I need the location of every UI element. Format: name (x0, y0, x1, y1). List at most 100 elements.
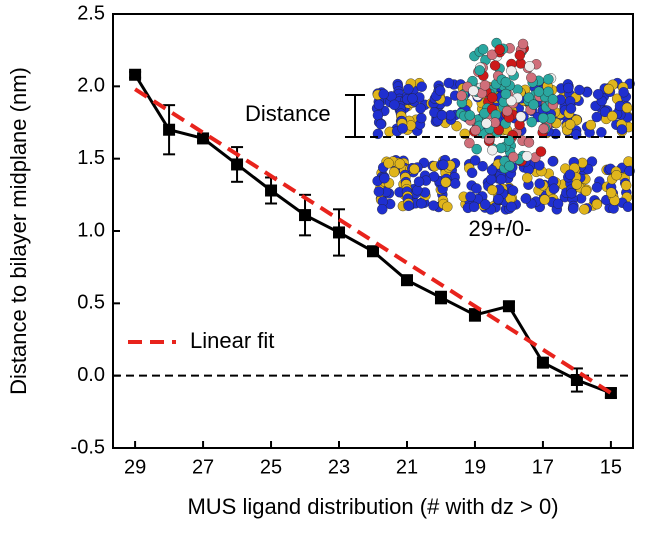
inset-label: 29+/0- (469, 216, 532, 241)
x-tick-label: 15 (600, 456, 622, 478)
inset-atom (495, 142, 507, 154)
inset-atom (596, 127, 607, 138)
data-point (502, 300, 515, 313)
inset-atom (440, 177, 451, 188)
inset-atom (524, 61, 535, 72)
legend-label: Linear fit (190, 328, 274, 353)
inset-atom (470, 155, 481, 166)
inset-atom (526, 116, 537, 128)
inset-atom (494, 44, 505, 55)
inset-atom (500, 76, 512, 88)
inset-atom (489, 60, 501, 71)
inset-atom (500, 88, 512, 100)
inset-atom (591, 182, 603, 193)
inset-atom (373, 186, 385, 197)
inset-atom (443, 77, 455, 89)
inset-atom (591, 111, 602, 123)
y-tick-label: 1.0 (77, 219, 105, 241)
inset-atom (616, 124, 628, 135)
data-point (468, 308, 481, 321)
inset-atom (471, 143, 482, 155)
y-tick-label: 2.0 (77, 75, 105, 97)
inset-atom (548, 183, 560, 194)
inset-atom (534, 178, 545, 189)
inset-atom (438, 159, 449, 170)
inset-atom (456, 90, 467, 101)
y-tick-label: -0.5 (71, 436, 105, 458)
inset-atom (574, 84, 585, 96)
inset-atom (506, 201, 517, 212)
inset-atom (515, 111, 527, 122)
inset-atom (537, 112, 549, 124)
inset-atom (506, 65, 517, 77)
inset-atom (504, 160, 515, 172)
inset-atom (621, 102, 633, 114)
inset-atom (487, 92, 498, 103)
inset-atom (483, 133, 495, 145)
inset-atom (486, 164, 498, 176)
inset-atom (507, 185, 519, 196)
inset-atom (471, 183, 482, 194)
inset-atom (592, 89, 604, 100)
inset-atom (564, 169, 576, 180)
inset-atom (481, 118, 492, 129)
inset-atom (528, 99, 539, 110)
data-point (231, 158, 244, 171)
data-point (367, 245, 379, 258)
inset-atom (428, 200, 439, 211)
inset-atom (413, 176, 425, 187)
x-tick-label: 25 (260, 456, 282, 478)
inset-atom (508, 151, 519, 163)
inset-image (371, 37, 635, 215)
inset-atom (373, 99, 385, 110)
y-axis-label: Distance to bilayer midplane (nm) (6, 67, 31, 395)
inset-atom (470, 124, 481, 136)
data-point (333, 226, 346, 239)
inset-atom (521, 151, 533, 162)
inset-atom (503, 135, 515, 146)
inset-atom (493, 193, 504, 205)
inset-atom (464, 110, 475, 121)
inset-atom (623, 156, 634, 167)
inset-label: Distance (245, 101, 331, 126)
inset-atom (465, 191, 476, 202)
inset-atom (579, 204, 590, 215)
inset-atom (407, 93, 418, 104)
inset-atom (477, 44, 489, 55)
y-tick-label: 1.5 (77, 147, 105, 169)
inset-atom (388, 166, 400, 178)
data-point (265, 184, 278, 197)
inset-atom (403, 83, 414, 95)
inset-atom (377, 204, 388, 215)
inset-atom (379, 173, 390, 184)
inset-atom (535, 146, 547, 157)
inset-atom (383, 158, 394, 169)
inset-atom (514, 49, 526, 61)
inset-atom (622, 201, 634, 212)
inset-atom (480, 199, 491, 210)
y-tick-label: 0.0 (77, 364, 105, 386)
inset-atom (533, 86, 545, 97)
inset-atom (415, 103, 426, 114)
inset-atom (580, 185, 592, 197)
inset-atom (611, 170, 622, 181)
distance-bracket (345, 94, 632, 138)
x-tick-label: 17 (532, 456, 554, 478)
x-tick-label: 19 (464, 456, 486, 478)
inset-atom (526, 72, 537, 83)
inset-atom (585, 119, 597, 131)
data-point (163, 123, 176, 136)
inset-atom (416, 198, 427, 209)
inset-atom (566, 188, 577, 199)
inset-atom (603, 83, 614, 95)
inset-atom (552, 198, 564, 209)
inset-atom (450, 178, 461, 189)
data-point (197, 132, 210, 145)
inset-atom (397, 123, 408, 134)
x-tick-label: 27 (192, 456, 214, 478)
x-axis-label: MUS ligand distribution (# with dz > 0) (187, 494, 558, 519)
inset-atom (564, 119, 576, 130)
inset-atom (606, 187, 617, 198)
inset-atom (547, 156, 558, 167)
